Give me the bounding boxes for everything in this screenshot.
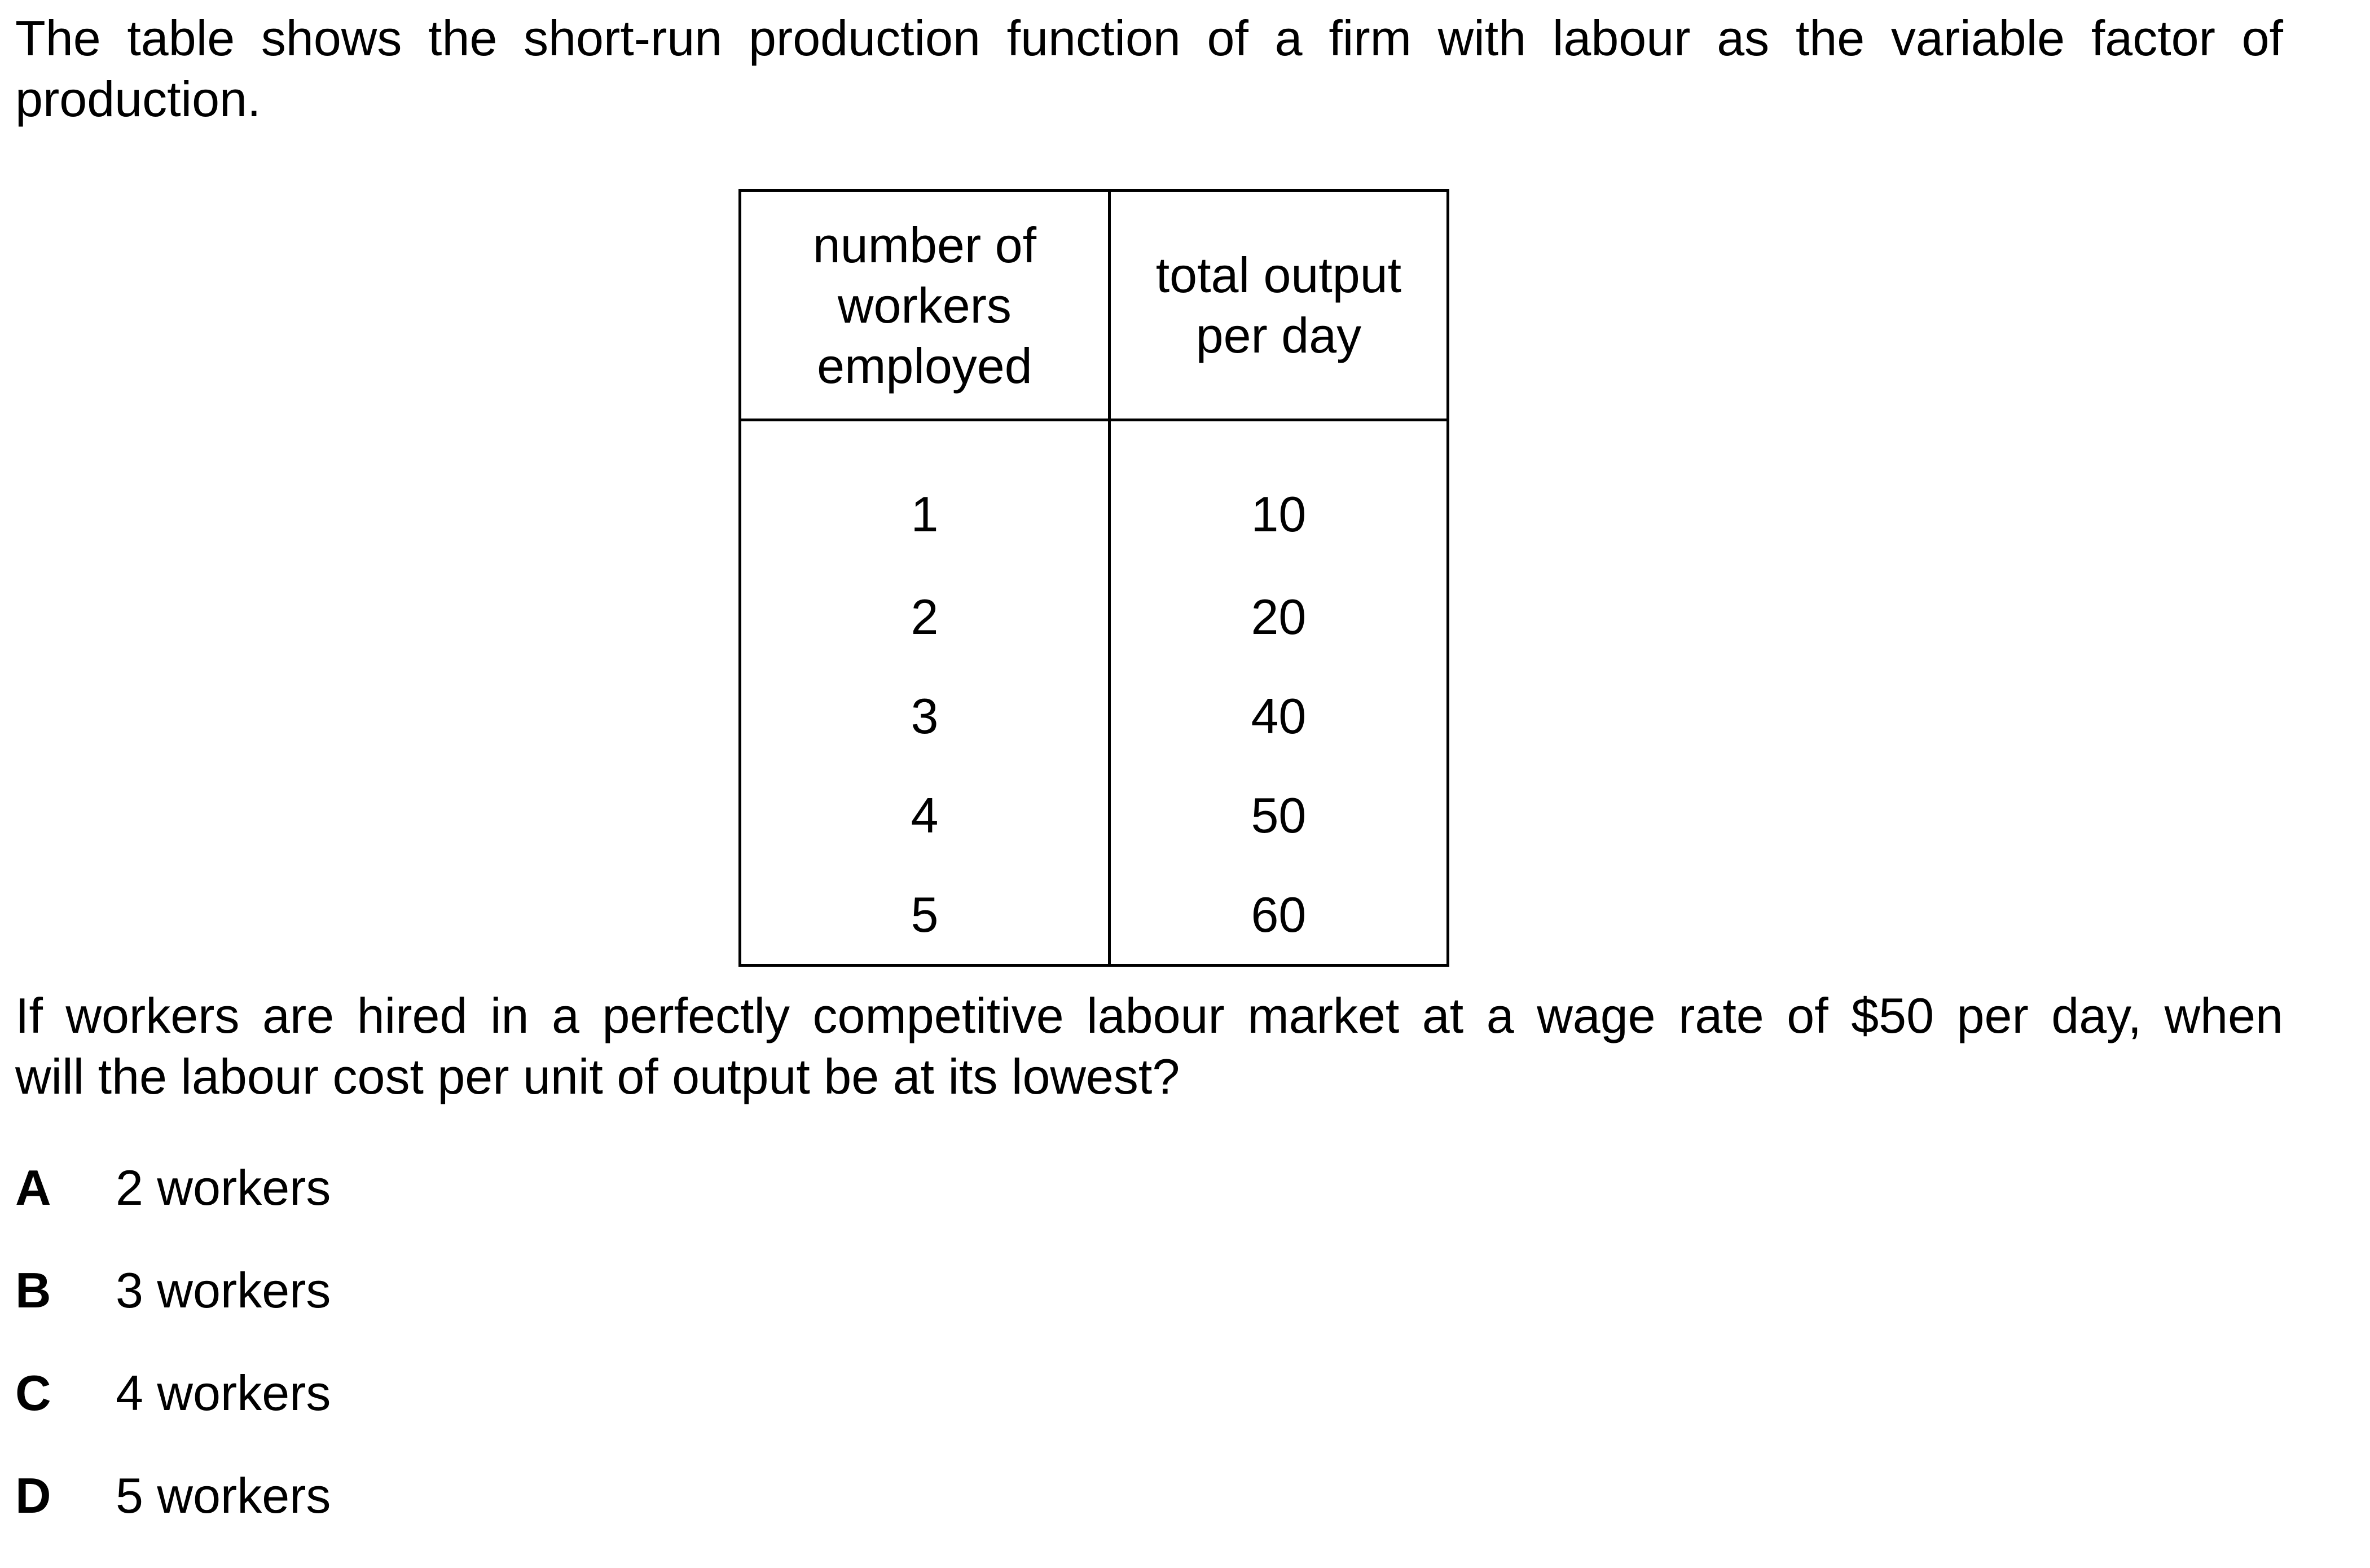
header-workers: number of workers employed — [738, 189, 1111, 421]
option-d[interactable]: D 5 workers — [15, 1465, 331, 1568]
option-text: 2 workers — [116, 1160, 331, 1215]
cell-output: 60 — [1107, 865, 1450, 967]
question-line-2: will the labour cost per unit of output … — [15, 1049, 1180, 1104]
table-row: 1 10 — [738, 420, 1450, 567]
cell-workers: 2 — [738, 567, 1111, 666]
option-letter: D — [15, 1468, 51, 1523]
question-text: If workers are hired in a perfectly comp… — [15, 985, 2283, 1107]
question-line-1: If workers are hired in a perfectly comp… — [15, 988, 2283, 1043]
table-row: 2 20 — [738, 567, 1450, 666]
option-c[interactable]: C 4 workers — [15, 1363, 331, 1465]
header-workers-line-2: workers — [837, 277, 1012, 333]
table-row: 3 40 — [738, 666, 1450, 765]
table-header-row: number of workers employed total output … — [738, 189, 1450, 421]
cell-output: 20 — [1107, 567, 1450, 666]
cell-workers: 3 — [738, 666, 1111, 765]
header-output-line-2: per day — [1195, 307, 1362, 363]
cell-workers: 1 — [738, 420, 1111, 567]
cell-workers: 4 — [738, 765, 1111, 865]
option-letter: C — [15, 1365, 51, 1421]
cell-workers: 5 — [738, 865, 1111, 967]
header-workers-line-3: employed — [817, 337, 1032, 394]
cell-output: 10 — [1107, 420, 1450, 567]
option-letter: B — [15, 1262, 51, 1318]
option-a[interactable]: A 2 workers — [15, 1157, 331, 1260]
header-workers-line-1: number of — [812, 217, 1037, 273]
production-table: number of workers employed total output … — [738, 189, 1450, 967]
header-output-line-1: total output — [1155, 247, 1402, 303]
cell-output: 50 — [1107, 765, 1450, 865]
intro-line-1: The table shows the short-run production… — [15, 10, 2283, 66]
cell-output: 40 — [1107, 666, 1450, 765]
option-letter: A — [15, 1160, 51, 1215]
option-text: 5 workers — [116, 1468, 331, 1523]
table-row: 4 50 — [738, 765, 1450, 865]
option-b[interactable]: B 3 workers — [15, 1260, 331, 1363]
intro-line-2: production. — [15, 71, 261, 127]
option-text: 3 workers — [116, 1262, 331, 1318]
intro-text: The table shows the short-run production… — [15, 8, 2283, 130]
option-text: 4 workers — [116, 1365, 331, 1421]
answer-options: A 2 workers B 3 workers C 4 workers D 5 work… — [15, 1157, 331, 1568]
table-row: 5 60 — [738, 865, 1450, 967]
header-output: total output per day — [1107, 189, 1450, 421]
